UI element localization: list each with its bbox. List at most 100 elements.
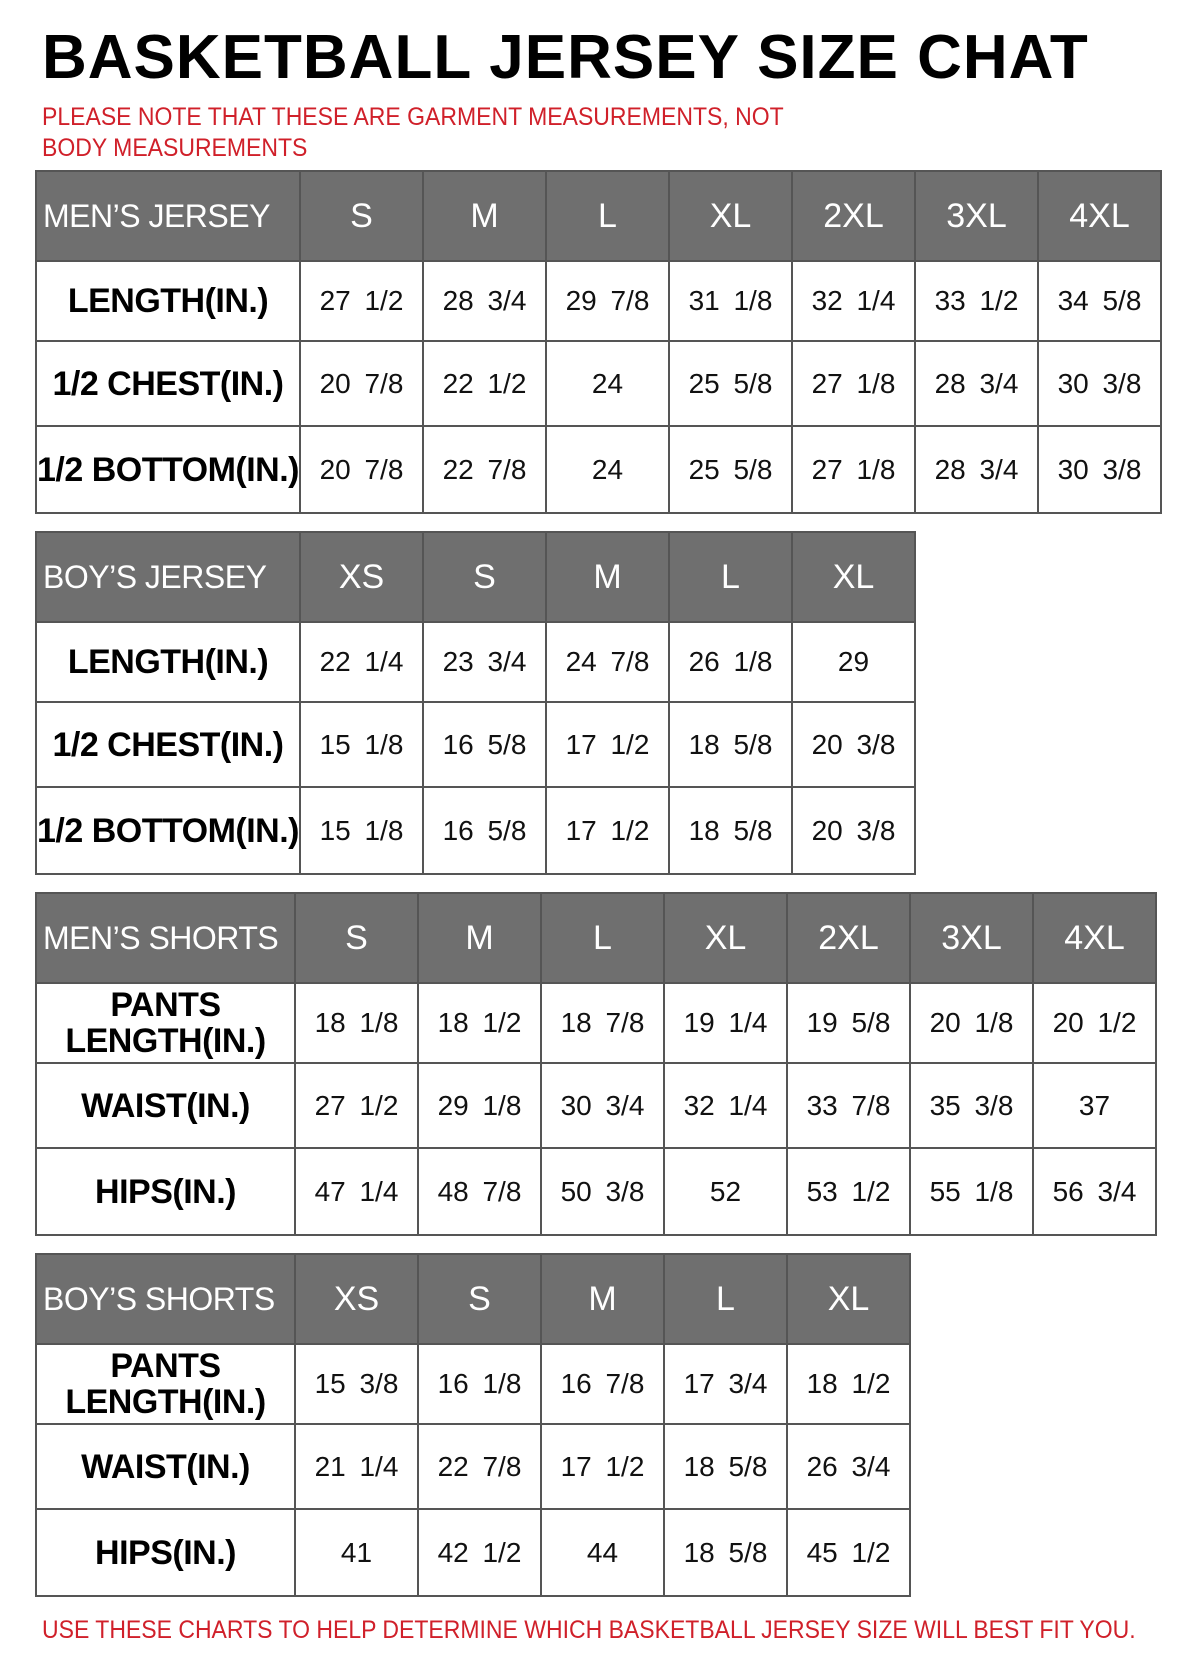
measurement-label: 1/2 BOTTOM(IN.) <box>35 786 301 875</box>
measurement-label: PANTS LENGTH(IN.) <box>35 1343 296 1425</box>
size-table: MEN’S SHORTS S M L XL 2XL 3XL 4XL PANTS LENGTH(I… <box>35 892 1157 1236</box>
measurement-value: 53 1/2 <box>786 1147 911 1236</box>
size-column-header: XL <box>663 892 788 984</box>
measurement-value: 25 5/8 <box>668 425 793 514</box>
measurement-value: 28 3/4 <box>914 425 1039 514</box>
table-row: HIPS(IN.) 47 1/4 48 7/8 50 3/8 52 53 1/2 55 1/… <box>35 1147 1157 1236</box>
size-column-header: XS <box>299 531 424 623</box>
table-header-row: BOY’S JERSEY XS S M L XL <box>35 531 916 623</box>
size-column-header: M <box>422 170 547 262</box>
measurement-value: 21 1/4 <box>294 1423 419 1510</box>
table-title: MEN’S SHORTS <box>35 892 296 984</box>
measurement-value: 22 7/8 <box>417 1423 542 1510</box>
measurement-note: PLEASE NOTE THAT THESE ARE GARMENT MEASU… <box>42 103 784 162</box>
size-column-header: S <box>422 531 547 623</box>
table-row: 1/2 CHEST(IN.) 15 1/8 16 5/8 17 1/2 18 5/8 20… <box>35 701 916 788</box>
measurement-value: 18 1/8 <box>294 982 419 1064</box>
measurement-value: 33 7/8 <box>786 1062 911 1149</box>
size-column-header: 4XL <box>1032 892 1157 984</box>
measurement-value: 27 1/8 <box>791 425 916 514</box>
size-column-header: M <box>540 1253 665 1345</box>
measurement-value: 27 1/2 <box>299 260 424 342</box>
measurement-value: 56 3/4 <box>1032 1147 1157 1236</box>
measurement-value: 28 3/4 <box>422 260 547 342</box>
measurement-label: WAIST(IN.) <box>35 1423 296 1510</box>
measurement-value: 24 7/8 <box>545 621 670 703</box>
measurement-value: 15 1/8 <box>299 786 424 875</box>
table-title: MEN’S JERSEY <box>35 170 301 262</box>
table-header-row: MEN’S SHORTS S M L XL 2XL 3XL 4XL <box>35 892 1157 984</box>
measurement-value: 20 7/8 <box>299 340 424 427</box>
measurement-value: 45 1/2 <box>786 1508 911 1597</box>
measurement-value: 16 5/8 <box>422 701 547 788</box>
size-column-header: S <box>299 170 424 262</box>
table-row: WAIST(IN.) 21 1/4 22 7/8 17 1/2 18 5/8 26 3/4 <box>35 1423 911 1510</box>
measurement-label: HIPS(IN.) <box>35 1508 296 1597</box>
table-row: 1/2 CHEST(IN.) 20 7/8 22 1/2 24 25 5/8 27 1/8… <box>35 340 1162 427</box>
measurement-value: 17 1/2 <box>545 786 670 875</box>
table-row: PANTS LENGTH(IN.) 15 3/8 16 1/8 16 7/8 17 3/… <box>35 1343 911 1425</box>
measurement-label: WAIST(IN.) <box>35 1062 296 1149</box>
measurement-value: 22 1/2 <box>422 340 547 427</box>
measurement-value: 48 7/8 <box>417 1147 542 1236</box>
measurement-label: 1/2 CHEST(IN.) <box>35 701 301 788</box>
measurement-value: 19 5/8 <box>786 982 911 1064</box>
page-title: BASKETBALL JERSEY SIZE CHAT <box>42 23 1089 92</box>
measurement-value: 18 5/8 <box>668 701 793 788</box>
measurement-value: 41 <box>294 1508 419 1597</box>
size-column-header: L <box>663 1253 788 1345</box>
size-table: MEN’S JERSEY S M L XL 2XL 3XL 4XL LENGTH(IN.) 27 … <box>35 170 1162 514</box>
size-column-header: S <box>294 892 419 984</box>
table-title: BOY’S JERSEY <box>35 531 301 623</box>
measurement-value: 20 1/8 <box>909 982 1034 1064</box>
measurement-value: 29 7/8 <box>545 260 670 342</box>
measurement-value: 18 7/8 <box>540 982 665 1064</box>
measurement-value: 18 5/8 <box>668 786 793 875</box>
measurement-value: 17 1/2 <box>545 701 670 788</box>
measurement-value: 28 3/4 <box>914 340 1039 427</box>
measurement-value: 34 5/8 <box>1037 260 1162 342</box>
size-table: BOY’S SHORTS XS S M L XL PANTS LENGTH(IN.) 15 3… <box>35 1253 911 1597</box>
measurement-value: 16 5/8 <box>422 786 547 875</box>
measurement-value: 15 1/8 <box>299 701 424 788</box>
size-column-header: S <box>417 1253 542 1345</box>
measurement-value: 18 5/8 <box>663 1423 788 1510</box>
table-row: 1/2 BOTTOM(IN.) 20 7/8 22 7/8 24 25 5/8 27 1/… <box>35 425 1162 514</box>
footer-note: USE THESE CHARTS TO HELP DETERMINE WHICH… <box>42 1616 1136 1644</box>
size-column-header: 2XL <box>791 170 916 262</box>
size-column-header: M <box>417 892 542 984</box>
measurement-value: 15 3/8 <box>294 1343 419 1425</box>
measurement-label: LENGTH(IN.) <box>35 621 301 703</box>
measurement-value: 17 3/4 <box>663 1343 788 1425</box>
measurement-label: PANTS LENGTH(IN.) <box>35 982 296 1064</box>
measurement-value: 18 5/8 <box>663 1508 788 1597</box>
size-column-header: M <box>545 531 670 623</box>
table-row: LENGTH(IN.) 27 1/2 28 3/4 29 7/8 31 1/8 32 1/… <box>35 260 1162 342</box>
table-row: 1/2 BOTTOM(IN.) 15 1/8 16 5/8 17 1/2 18 5/8 2… <box>35 786 916 875</box>
measurement-value: 33 1/2 <box>914 260 1039 342</box>
measurement-value: 42 1/2 <box>417 1508 542 1597</box>
size-column-header: 4XL <box>1037 170 1162 262</box>
table-row: WAIST(IN.) 27 1/2 29 1/8 30 3/4 32 1/4 33 7/8… <box>35 1062 1157 1149</box>
table-row: LENGTH(IN.) 22 1/4 23 3/4 24 7/8 26 1/8 29 <box>35 621 916 703</box>
measurement-value: 35 3/8 <box>909 1062 1034 1149</box>
measurement-value: 52 <box>663 1147 788 1236</box>
measurement-value: 50 3/8 <box>540 1147 665 1236</box>
size-column-header: L <box>540 892 665 984</box>
table-title: BOY’S SHORTS <box>35 1253 296 1345</box>
measurement-value: 20 1/2 <box>1032 982 1157 1064</box>
measurement-value: 18 1/2 <box>417 982 542 1064</box>
size-column-header: 3XL <box>914 170 1039 262</box>
measurement-value: 31 1/8 <box>668 260 793 342</box>
size-table: BOY’S JERSEY XS S M L XL LENGTH(IN.) 22 1/4 23 3… <box>35 531 916 875</box>
measurement-value: 20 3/8 <box>791 786 916 875</box>
measurement-value: 32 1/4 <box>663 1062 788 1149</box>
measurement-label: 1/2 BOTTOM(IN.) <box>35 425 301 514</box>
measurement-value: 30 3/4 <box>540 1062 665 1149</box>
table-row: HIPS(IN.) 41 42 1/2 44 18 5/8 45 1/2 <box>35 1508 911 1597</box>
measurement-value: 17 1/2 <box>540 1423 665 1510</box>
measurement-value: 29 <box>791 621 916 703</box>
size-column-header: L <box>668 531 793 623</box>
measurement-value: 26 3/4 <box>786 1423 911 1510</box>
size-column-header: 2XL <box>786 892 911 984</box>
